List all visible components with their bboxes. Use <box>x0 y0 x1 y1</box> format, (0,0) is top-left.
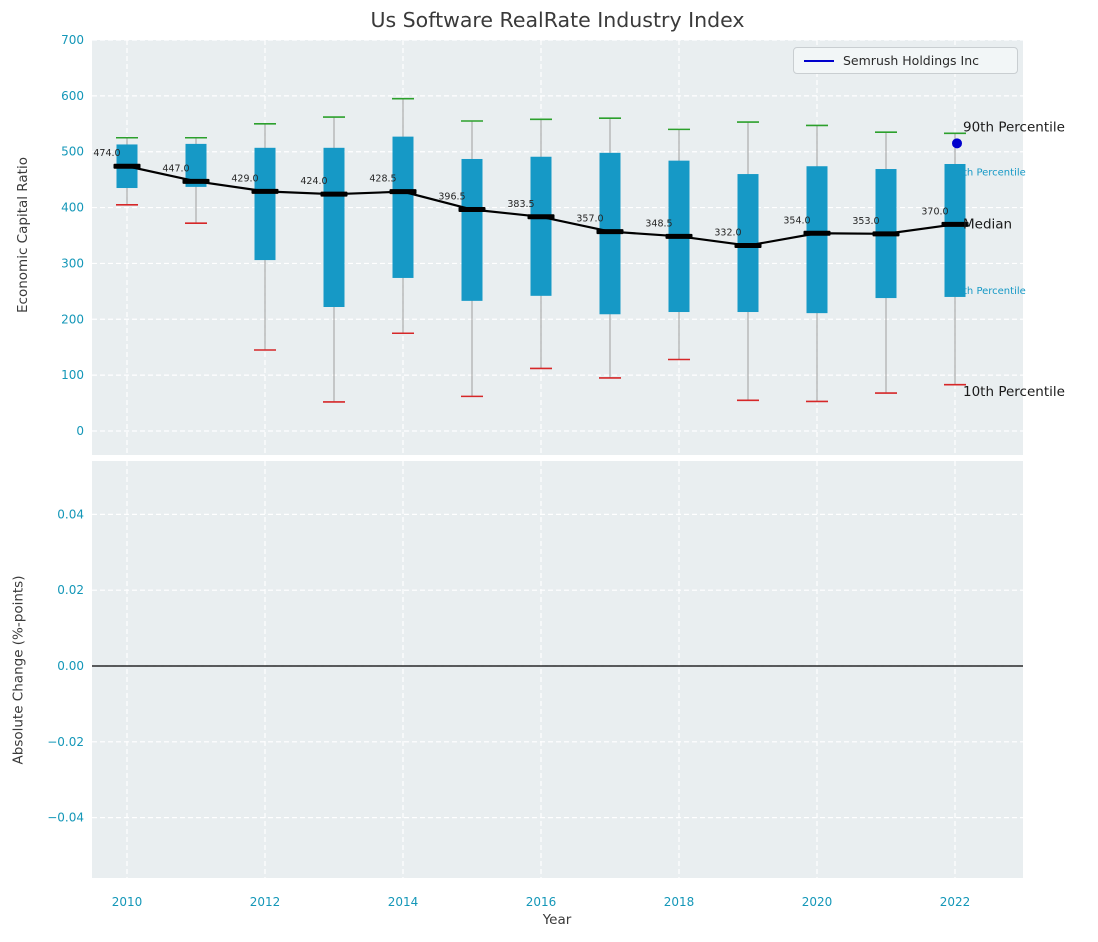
y-tick-label: 0.00 <box>57 659 84 673</box>
x-tick-label: 2020 <box>802 895 833 909</box>
y-tick-label: 0 <box>76 424 84 438</box>
y-tick-label: 100 <box>61 368 84 382</box>
y-tick-label: 600 <box>61 89 84 103</box>
top-plot-area <box>92 40 1023 455</box>
top-y-axis-label: Economic Capital Ratio <box>15 157 31 313</box>
y-tick-label: 700 <box>61 33 84 47</box>
legend: Semrush Holdings Inc <box>793 47 1018 74</box>
y-tick-label: 200 <box>61 312 84 326</box>
y-tick-label: 0.02 <box>57 583 84 597</box>
y-tick-label: 400 <box>61 201 84 215</box>
x-tick-label: 2010 <box>112 895 143 909</box>
x-tick-label: 2016 <box>526 895 557 909</box>
y-tick-label: −0.02 <box>47 735 84 749</box>
x-tick-label: 2018 <box>664 895 695 909</box>
bottom-plot-area <box>92 461 1023 878</box>
y-tick-label: 500 <box>61 145 84 159</box>
legend-line-swatch <box>804 59 834 62</box>
chart-title: Us Software RealRate Industry Index <box>370 8 745 32</box>
bottom-y-axis-label: Absolute Change (%-points) <box>10 575 27 765</box>
y-tick-label: 300 <box>61 256 84 270</box>
y-tick-label: −0.04 <box>47 811 84 825</box>
x-tick-label: 2022 <box>940 895 971 909</box>
x-axis-label: Year <box>542 912 572 928</box>
y-tick-label: 0.04 <box>57 507 84 521</box>
x-tick-label: 2014 <box>388 895 419 909</box>
x-tick-label: 2012 <box>250 895 281 909</box>
legend-label: Semrush Holdings Inc <box>843 53 980 68</box>
